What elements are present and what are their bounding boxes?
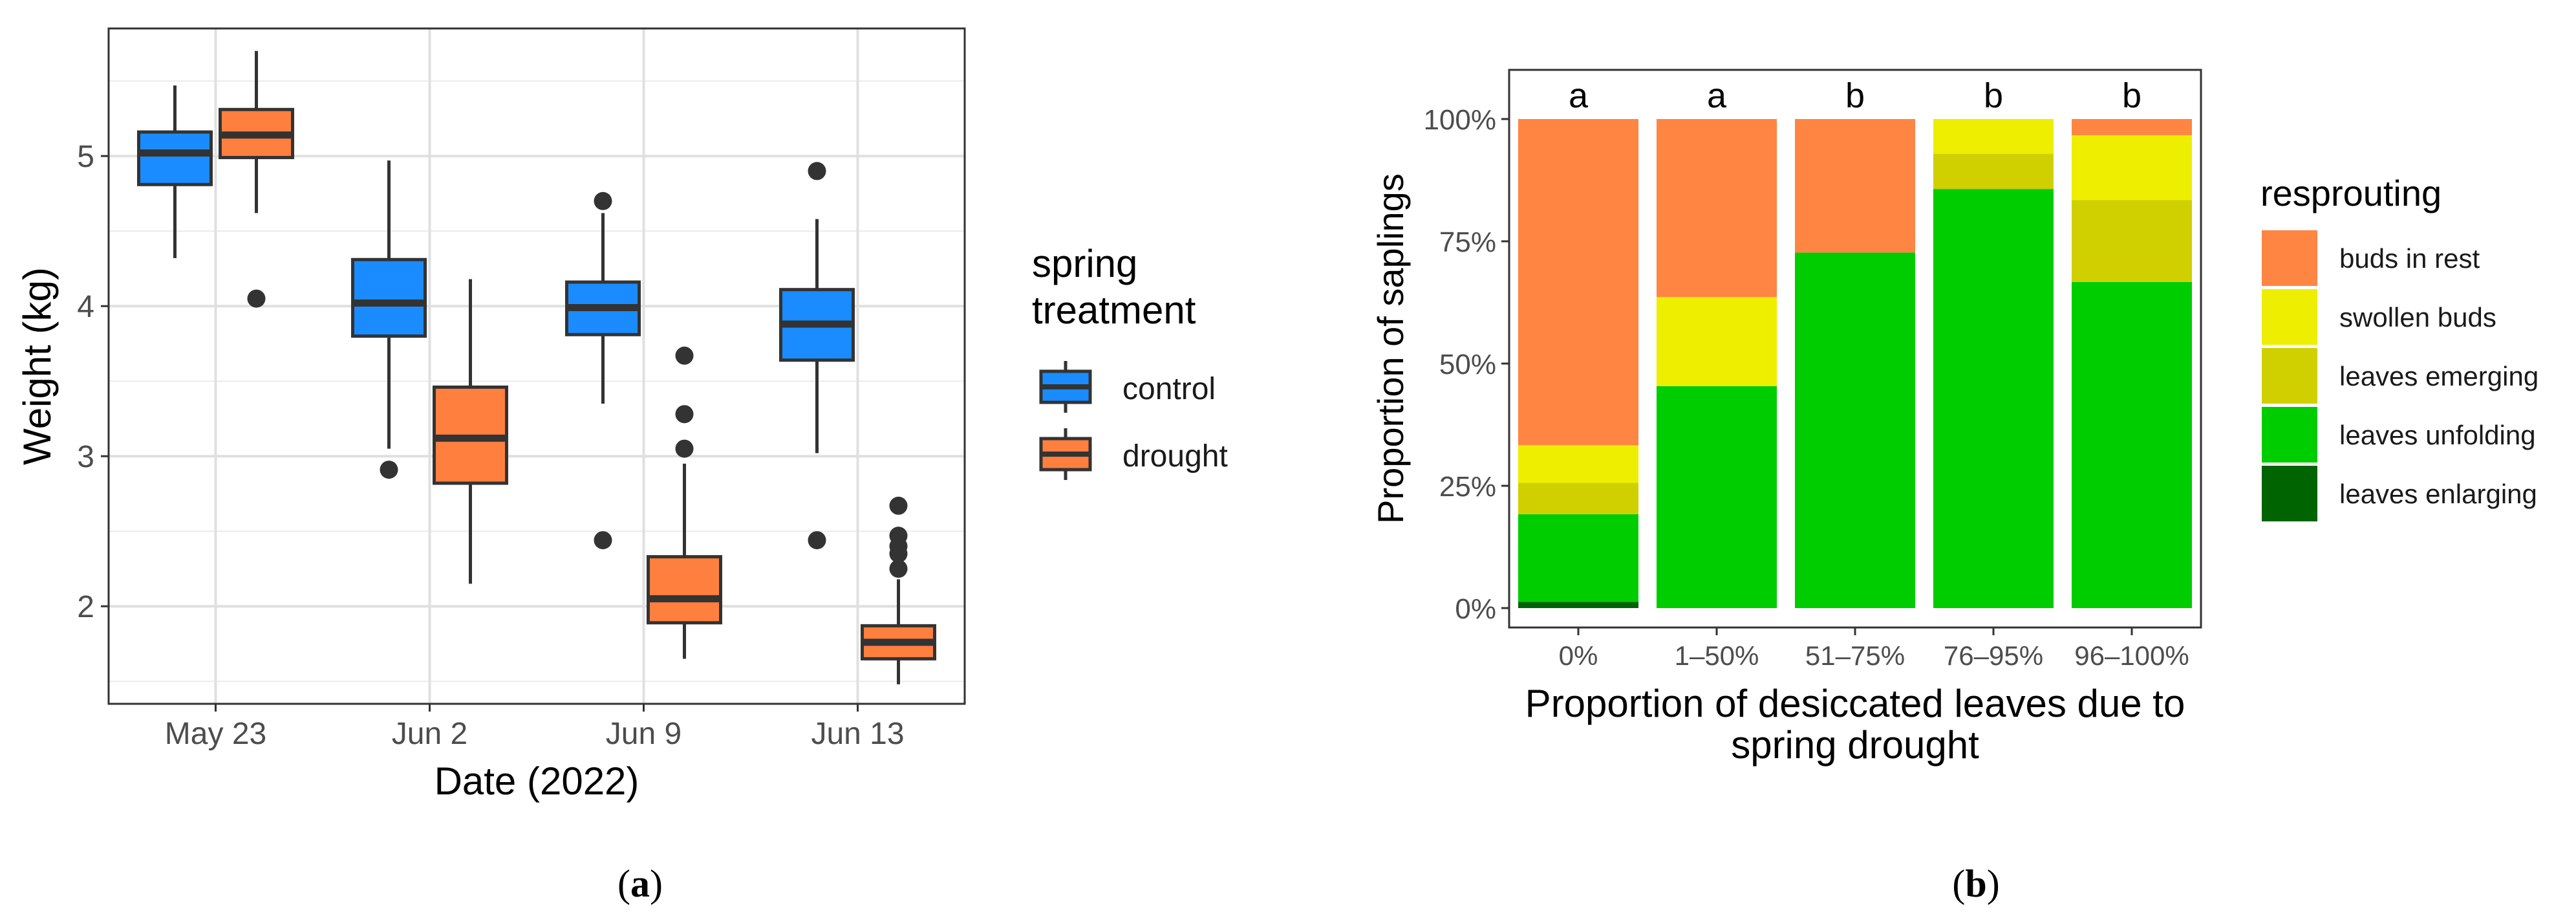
panel-b-legend: resprouting buds in rest swollen buds leav… [2260, 173, 2538, 521]
panel-b-stacked-bar-chart: a a b b b 0% 25% 50% 75% 100% 0% 1–50% 51–75% 76–95… [1370, 69, 2538, 905]
panel-a-box-control [351, 257, 427, 338]
panel-b-x-axis-title-line-2: spring drought [1731, 723, 1979, 767]
panel-a-x-tick-label: Jun 13 [811, 717, 904, 751]
panel-a-legend-label-control: control [1122, 372, 1216, 406]
panel-a-legend-title-line-1: spring [1032, 242, 1137, 285]
panel-b-bar-segment-leaves-emerging [2072, 200, 2192, 282]
panel-b-y-tick-label: 100% [1423, 104, 1496, 136]
panel-b-group-letter: a [1569, 76, 1589, 115]
panel-b-bar-segment-buds-in-rest [2072, 119, 2192, 135]
panel-a-legend-keys [1039, 361, 1092, 480]
panel-b-bar-segment-leaves-emerging [1933, 153, 2054, 190]
panel-b-legend-key-buds-in-rest [2262, 230, 2317, 286]
panel-a-legend-title-line-2: treatment [1032, 289, 1196, 332]
panel-a-x-axis: May 23 Jun 2 Jun 9 Jun 13 [165, 704, 905, 751]
panel-a-outlier-point [889, 496, 908, 515]
panel-a-y-axis-title: Weight (kg) [16, 267, 59, 465]
panel-a-outlier-point [594, 191, 612, 210]
panel-b-group-letter: b [1984, 76, 2003, 115]
panel-b-legend-label: leaves enlarging [2339, 479, 2537, 509]
panel-b-bar-segment-leaves-unfolding [1657, 386, 1777, 608]
panel-b-legend-label: buds in rest [2339, 243, 2480, 274]
panel-b-caption: (b) [1952, 862, 1999, 905]
panel-b-x-tick-label: 96–100% [2074, 640, 2189, 671]
panel-a-outlier-point [808, 162, 826, 180]
panel-b-legend-label: leaves emerging [2339, 361, 2538, 391]
panel-b-bar-segment-swollen-buds [1933, 119, 2054, 154]
panel-b-legend-key-leaves-unfolding [2262, 407, 2317, 463]
panel-a-y-axis: 2 3 4 5 [77, 140, 109, 624]
panel-a-plot-border [107, 27, 966, 705]
panel-b-bar-segment-leaves-emerging [1518, 483, 1638, 514]
panel-b-y-tick-label: 75% [1439, 226, 1496, 258]
panel-b-legend-key-leaves-emerging [2262, 348, 2317, 404]
panel-b-legend-title: resprouting [2260, 173, 2442, 213]
panel-b-legend-label: swollen buds [2339, 302, 2496, 333]
panel-b-bars [1518, 119, 2192, 608]
panel-b-bar-segment-leaves-enlarging [1518, 602, 1638, 608]
panel-b-bar-segment-buds-in-rest [1657, 119, 1777, 298]
panel-b-group-letter: b [2122, 76, 2141, 115]
panel-b-group-letter: a [1707, 76, 1727, 115]
panel-a-outlier-point [380, 461, 398, 479]
panel-a-legend-label-drought: drought [1122, 439, 1228, 474]
panel-a-outlier-point [675, 439, 694, 458]
panel-a-x-axis-title: Date (2022) [435, 759, 639, 803]
panel-b-x-axis: 0% 1–50% 51–75% 76–95% 96–100% [1559, 627, 2189, 671]
panel-a-outlier-point [675, 405, 694, 424]
panel-a-legend: spring treatment control drought [1032, 242, 1228, 480]
panel-a-box-control [137, 130, 213, 186]
panel-b-bar-segment-leaves-unfolding [1795, 252, 1915, 608]
panel-a-outlier-point [594, 531, 612, 550]
panel-a-x-tick-label: Jun 9 [606, 717, 682, 751]
panel-a-y-tick-label: 3 [77, 440, 94, 474]
panel-b-bar-segment-leaves-unfolding [2072, 281, 2192, 608]
panel-a-outlier-point [889, 545, 908, 563]
panel-b-bar-segment-swollen-buds [1518, 445, 1638, 483]
panel-b-y-axis: 0% 25% 50% 75% 100% [1423, 104, 1509, 625]
panel-b-bar-segment-buds-in-rest [1518, 119, 1638, 446]
panel-a-y-tick-label: 4 [77, 290, 94, 324]
panel-b-y-tick-label: 50% [1439, 349, 1496, 380]
panel-b-x-tick-label: 0% [1559, 640, 1598, 671]
panel-b-bar-segment-swollen-buds [1657, 297, 1777, 386]
panel-a-outlier-point [675, 346, 694, 365]
panel-b-legend-key-swollen-buds [2262, 289, 2317, 345]
panel-a-outlier-point [808, 531, 826, 550]
panel-a-box-drought [647, 555, 722, 625]
panel-b-y-tick-label: 25% [1439, 471, 1496, 503]
panel-b-x-axis-title-line-1: Proportion of desiccated leaves due to [1525, 682, 2185, 725]
panel-a-caption: (a) [617, 862, 663, 905]
panel-a-x-tick-label: May 23 [165, 717, 266, 751]
panel-b-x-tick-label: 1–50% [1675, 640, 1759, 671]
panel-b-x-tick-label: 51–75% [1805, 640, 1905, 671]
panel-b-legend-keys: buds in rest swollen buds leaves emerging l… [2262, 230, 2538, 521]
panel-b-bar-segment-buds-in-rest [1795, 119, 1915, 253]
panel-b-group-letter: b [1845, 76, 1865, 115]
panel-b-x-tick-label: 76–95% [1944, 640, 2043, 671]
panel-a-outlier-point [247, 289, 266, 308]
panel-b-bar-segment-swollen-buds [2072, 135, 2192, 201]
panel-b-y-tick-label: 0% [1455, 593, 1496, 625]
panel-b-legend-key-leaves-enlarging [2262, 466, 2317, 521]
panel-b-legend-label: leaves unfolding [2339, 420, 2536, 450]
panel-b-y-axis-title: Proportion of saplings [1370, 173, 1411, 524]
panel-a-boxes [137, 50, 936, 684]
panel-b-bar-segment-leaves-unfolding [1933, 189, 2054, 608]
panel-a-y-tick-label: 5 [77, 140, 94, 174]
panel-b-bar-segment-leaves-unfolding [1518, 514, 1638, 602]
panel-a-outlier-point [889, 560, 908, 578]
panel-a-y-tick-label: 2 [77, 590, 94, 624]
panel-a-x-tick-label: Jun 2 [392, 717, 467, 751]
